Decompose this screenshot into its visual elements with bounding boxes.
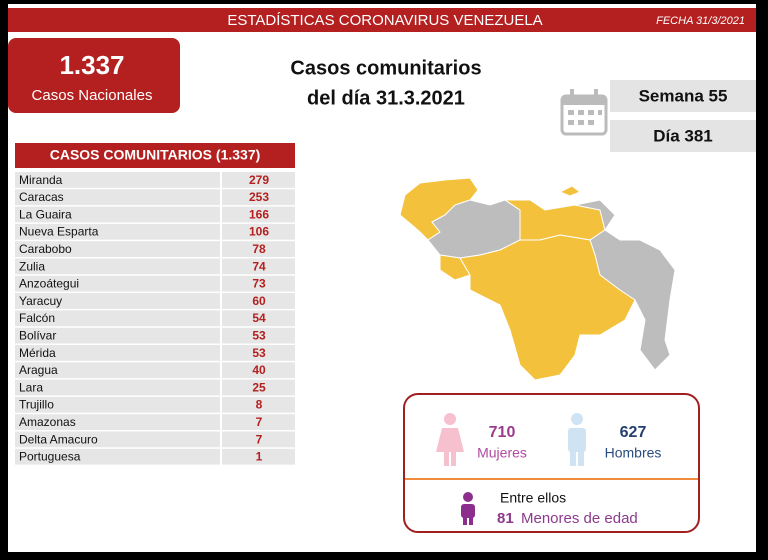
day: Día 381: [653, 126, 713, 145]
header-title: ESTADÍSTICAS CORONAVIRUS VENEZUELA: [227, 12, 542, 29]
header-date: FECHA 31/3/2021: [656, 15, 745, 27]
header-bar: [8, 8, 756, 32]
headline: del día 31.3.2021: [307, 87, 465, 109]
state-cases: 40: [252, 363, 266, 377]
row-bg: [15, 327, 220, 344]
state-cases: 8: [256, 398, 263, 412]
headline: Casos comunitarios: [290, 57, 481, 79]
row-bg: [15, 310, 220, 327]
woman-icon: [436, 413, 464, 466]
row-bg: [222, 293, 295, 309]
state-cases: 74: [252, 259, 266, 273]
row-bg: [222, 172, 295, 188]
row-bg: [15, 448, 220, 465]
row-bg: [222, 379, 295, 396]
national-value: 1.337: [59, 50, 124, 80]
state-name: Mérida: [19, 346, 56, 360]
table-title-bar: [15, 143, 295, 168]
state-cases: 253: [249, 190, 269, 204]
row-bg: [222, 223, 295, 240]
state-name: Carabobo: [19, 242, 72, 256]
national-label: Casos Nacionales: [32, 87, 153, 104]
state-cases: 1: [256, 450, 263, 464]
state-name: Aragua: [19, 363, 58, 377]
state-name: Trujillo: [19, 398, 54, 412]
week: Semana 55: [639, 86, 728, 105]
state-name: Falcón: [19, 311, 55, 325]
state-cases: 7: [256, 415, 263, 429]
row-bg: [15, 293, 220, 309]
state-name: Yaracuy: [19, 294, 62, 308]
row-bg: [222, 414, 295, 430]
row-bg: [222, 345, 295, 361]
minors-intro: Entre ellos: [500, 490, 566, 506]
row-bg: [222, 396, 295, 413]
state-name: Amazonas: [19, 415, 76, 429]
state-cases: 106: [249, 225, 269, 239]
table-rows: Miranda 279 Caracas 253 La Guaira 166 Nueva Es…: [15, 172, 295, 465]
state-name: Bolívar: [19, 329, 56, 343]
state-name: Anzoátegui: [19, 277, 79, 291]
row-bg: [222, 327, 295, 344]
row-bg: [15, 172, 220, 188]
row-bg: [15, 345, 220, 361]
women-value: 710: [489, 424, 516, 441]
men-value: 627: [620, 424, 647, 441]
men-label: Hombres: [605, 445, 662, 461]
row-bg: [222, 448, 295, 465]
week-box: [610, 80, 756, 112]
row-bg: [15, 362, 220, 379]
row-bg: [15, 414, 220, 430]
state-cases: 53: [252, 346, 266, 360]
row-bg: [222, 258, 295, 275]
state-cases: 54: [252, 311, 266, 325]
table-title: CASOS COMUNITARIOS (1.337): [50, 147, 261, 163]
row-bg: [15, 431, 220, 448]
state-cases: 7: [256, 432, 263, 446]
row-bg: [15, 258, 220, 275]
minors-label: Menores de edad: [521, 510, 638, 527]
state-name: Lara: [19, 380, 43, 394]
row-bg: [222, 189, 295, 206]
state-name: Portuguesa: [19, 450, 81, 464]
state-name: Zulia: [19, 259, 45, 273]
row-bg: [15, 223, 220, 240]
state-name: Delta Amacuro: [19, 432, 98, 446]
row-bg: [222, 431, 295, 448]
state-name: Miranda: [19, 173, 63, 187]
row-bg: [222, 362, 295, 379]
national-box: [8, 38, 180, 113]
state-name: Caracas: [19, 190, 64, 204]
state-cases: 73: [252, 277, 266, 291]
state-cases: 279: [249, 173, 269, 187]
state-name: La Guaira: [19, 207, 72, 221]
row-bg: [222, 275, 295, 292]
state-cases: 53: [252, 329, 266, 343]
man-icon: [568, 413, 586, 466]
gender-box: [403, 393, 700, 533]
row-bg: [222, 310, 295, 327]
map: [399, 177, 676, 381]
state-cases: 166: [249, 207, 269, 221]
child-icon: [461, 492, 475, 525]
state-cases: 78: [252, 242, 266, 256]
row-bg: [15, 206, 220, 223]
calendar-icon: [560, 89, 608, 136]
row-bg: [15, 396, 220, 413]
row-bg: [15, 189, 220, 206]
day-box: [610, 120, 756, 152]
row-bg: [222, 206, 295, 223]
state-name: Nueva Esparta: [19, 225, 99, 239]
row-bg: [222, 241, 295, 257]
row-bg: [15, 275, 220, 292]
state-cases: 60: [252, 294, 266, 308]
row-bg: [15, 241, 220, 257]
state-cases: 25: [252, 380, 266, 394]
women-label: Mujeres: [477, 445, 527, 461]
minors-value: 81: [497, 510, 514, 527]
row-bg: [15, 379, 220, 396]
